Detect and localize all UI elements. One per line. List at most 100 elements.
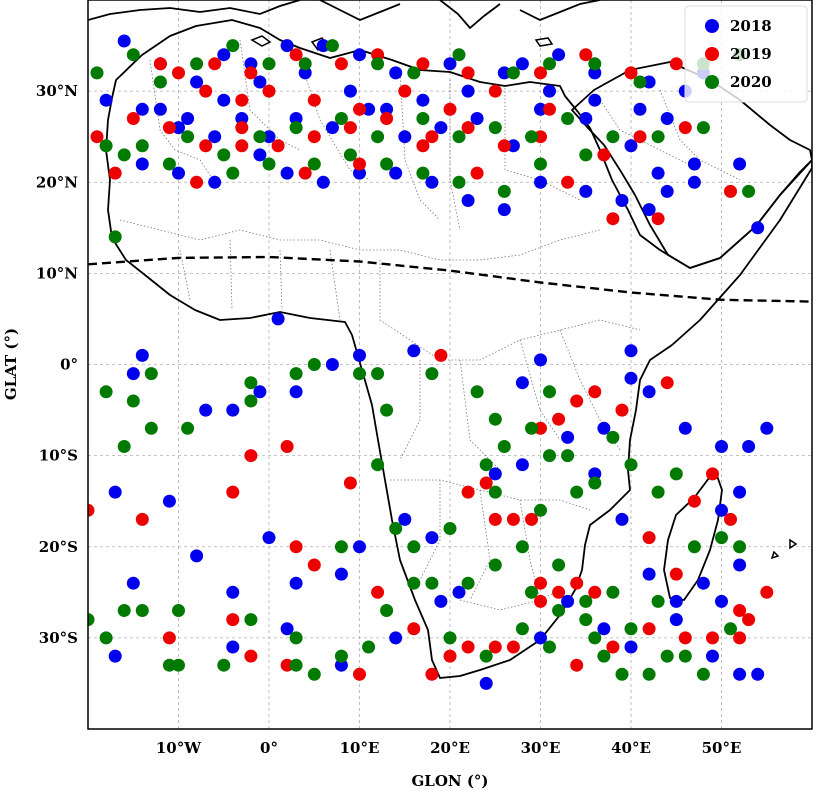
data-point-2020 bbox=[651, 594, 665, 608]
data-point-2019 bbox=[588, 385, 602, 399]
data-point-2020 bbox=[479, 649, 493, 663]
data-point-2019 bbox=[126, 112, 140, 125]
data-point-2019 bbox=[298, 166, 312, 180]
data-point-2020 bbox=[606, 585, 620, 599]
data-point-2019 bbox=[642, 531, 656, 545]
data-point-2019 bbox=[244, 449, 258, 463]
data-point-2019 bbox=[579, 48, 593, 62]
data-point-2019 bbox=[497, 139, 511, 153]
data-point-2018 bbox=[117, 34, 131, 48]
data-point-2019 bbox=[353, 157, 366, 171]
data-point-2019 bbox=[706, 631, 719, 645]
data-point-2020 bbox=[579, 613, 593, 627]
legend-label-2019: 2019 bbox=[730, 45, 772, 63]
data-point-2018 bbox=[208, 175, 222, 189]
data-point-2019 bbox=[88, 503, 95, 517]
data-point-2018 bbox=[515, 458, 529, 472]
data-point-2019 bbox=[235, 93, 249, 107]
data-point-2018 bbox=[624, 640, 638, 654]
data-point-2019 bbox=[488, 84, 502, 98]
data-point-2019 bbox=[724, 184, 737, 198]
data-point-2020 bbox=[135, 139, 149, 153]
data-point-2018 bbox=[398, 130, 412, 144]
data-point-2019 bbox=[280, 440, 294, 453]
africa-coastline bbox=[105, 19, 812, 679]
data-point-2020 bbox=[525, 130, 538, 144]
data-point-2018 bbox=[733, 558, 747, 572]
data-point-2020 bbox=[307, 157, 321, 171]
data-point-2018 bbox=[497, 66, 511, 80]
data-point-2018 bbox=[99, 93, 113, 107]
data-point-2018 bbox=[470, 112, 484, 125]
data-point-2020 bbox=[262, 157, 276, 171]
data-point-2018 bbox=[588, 467, 602, 481]
data-point-2019 bbox=[461, 640, 475, 654]
data-point-2020 bbox=[488, 121, 502, 135]
data-point-2020 bbox=[334, 112, 348, 125]
data-point-2020 bbox=[488, 485, 502, 499]
data-point-2019 bbox=[724, 512, 737, 526]
data-point-2018 bbox=[742, 440, 756, 453]
data-point-2020 bbox=[534, 157, 547, 171]
data-point-2020 bbox=[99, 139, 113, 153]
data-point-2020 bbox=[90, 66, 104, 80]
data-point-2018 bbox=[642, 75, 656, 89]
data-point-2020 bbox=[452, 175, 466, 189]
data-point-2018 bbox=[660, 184, 674, 198]
data-point-2019 bbox=[506, 512, 520, 526]
data-point-2020 bbox=[624, 458, 638, 472]
data-point-2020 bbox=[343, 148, 357, 162]
data-point-2019 bbox=[597, 148, 611, 162]
y-tick-label: 20°S bbox=[39, 538, 78, 556]
data-point-2018 bbox=[615, 512, 629, 526]
data-point-2019 bbox=[506, 640, 520, 654]
data-point-2019 bbox=[208, 57, 222, 71]
data-point-2018 bbox=[751, 221, 765, 235]
data-point-2019 bbox=[570, 658, 584, 672]
data-point-2018 bbox=[135, 348, 149, 362]
data-point-2020 bbox=[253, 130, 267, 144]
data-point-2019 bbox=[660, 376, 674, 390]
data-point-2019 bbox=[733, 631, 747, 645]
data-point-2018 bbox=[497, 203, 511, 217]
y-axis-label: GLAT (°) bbox=[2, 328, 20, 400]
x-tick-label: 30°E bbox=[521, 739, 561, 757]
data-point-2019 bbox=[353, 667, 366, 681]
data-point-2018 bbox=[135, 102, 149, 116]
data-point-2018 bbox=[706, 649, 719, 663]
legend: 2018 2019 2020 bbox=[684, 5, 808, 103]
data-point-2019 bbox=[534, 576, 547, 590]
x-tick-label: 10°E bbox=[340, 739, 380, 757]
data-point-2020 bbox=[407, 66, 421, 80]
data-point-2019 bbox=[235, 121, 249, 135]
data-point-2018 bbox=[443, 57, 457, 71]
data-point-2018 bbox=[425, 531, 439, 545]
data-point-2020 bbox=[380, 604, 394, 617]
data-point-2020 bbox=[108, 230, 122, 244]
data-point-2018 bbox=[153, 102, 167, 116]
data-point-2018 bbox=[597, 421, 611, 435]
data-point-2020 bbox=[389, 522, 403, 535]
data-point-2019 bbox=[153, 57, 167, 71]
data-point-2018 bbox=[615, 194, 629, 207]
data-point-2020 bbox=[443, 631, 457, 645]
data-point-2018 bbox=[226, 585, 240, 599]
data-point-2018 bbox=[325, 121, 339, 135]
data-point-2019 bbox=[244, 649, 258, 663]
data-point-2018 bbox=[669, 594, 683, 608]
data-point-2018 bbox=[624, 344, 638, 358]
data-point-2020 bbox=[262, 57, 276, 71]
data-point-2018 bbox=[669, 613, 683, 627]
data-point-2020 bbox=[624, 622, 638, 636]
data-point-2019 bbox=[588, 585, 602, 599]
data-point-2019 bbox=[343, 121, 357, 135]
data-point-2019 bbox=[624, 66, 638, 80]
data-point-2019 bbox=[470, 166, 484, 180]
data-point-2020 bbox=[715, 531, 728, 545]
data-point-2019 bbox=[615, 403, 629, 417]
data-point-2020 bbox=[353, 367, 366, 381]
x-tick-label: 50°E bbox=[702, 739, 742, 757]
data-point-2018 bbox=[534, 102, 547, 116]
y-tick-label: 30°S bbox=[39, 629, 78, 647]
data-point-2018 bbox=[262, 130, 276, 144]
